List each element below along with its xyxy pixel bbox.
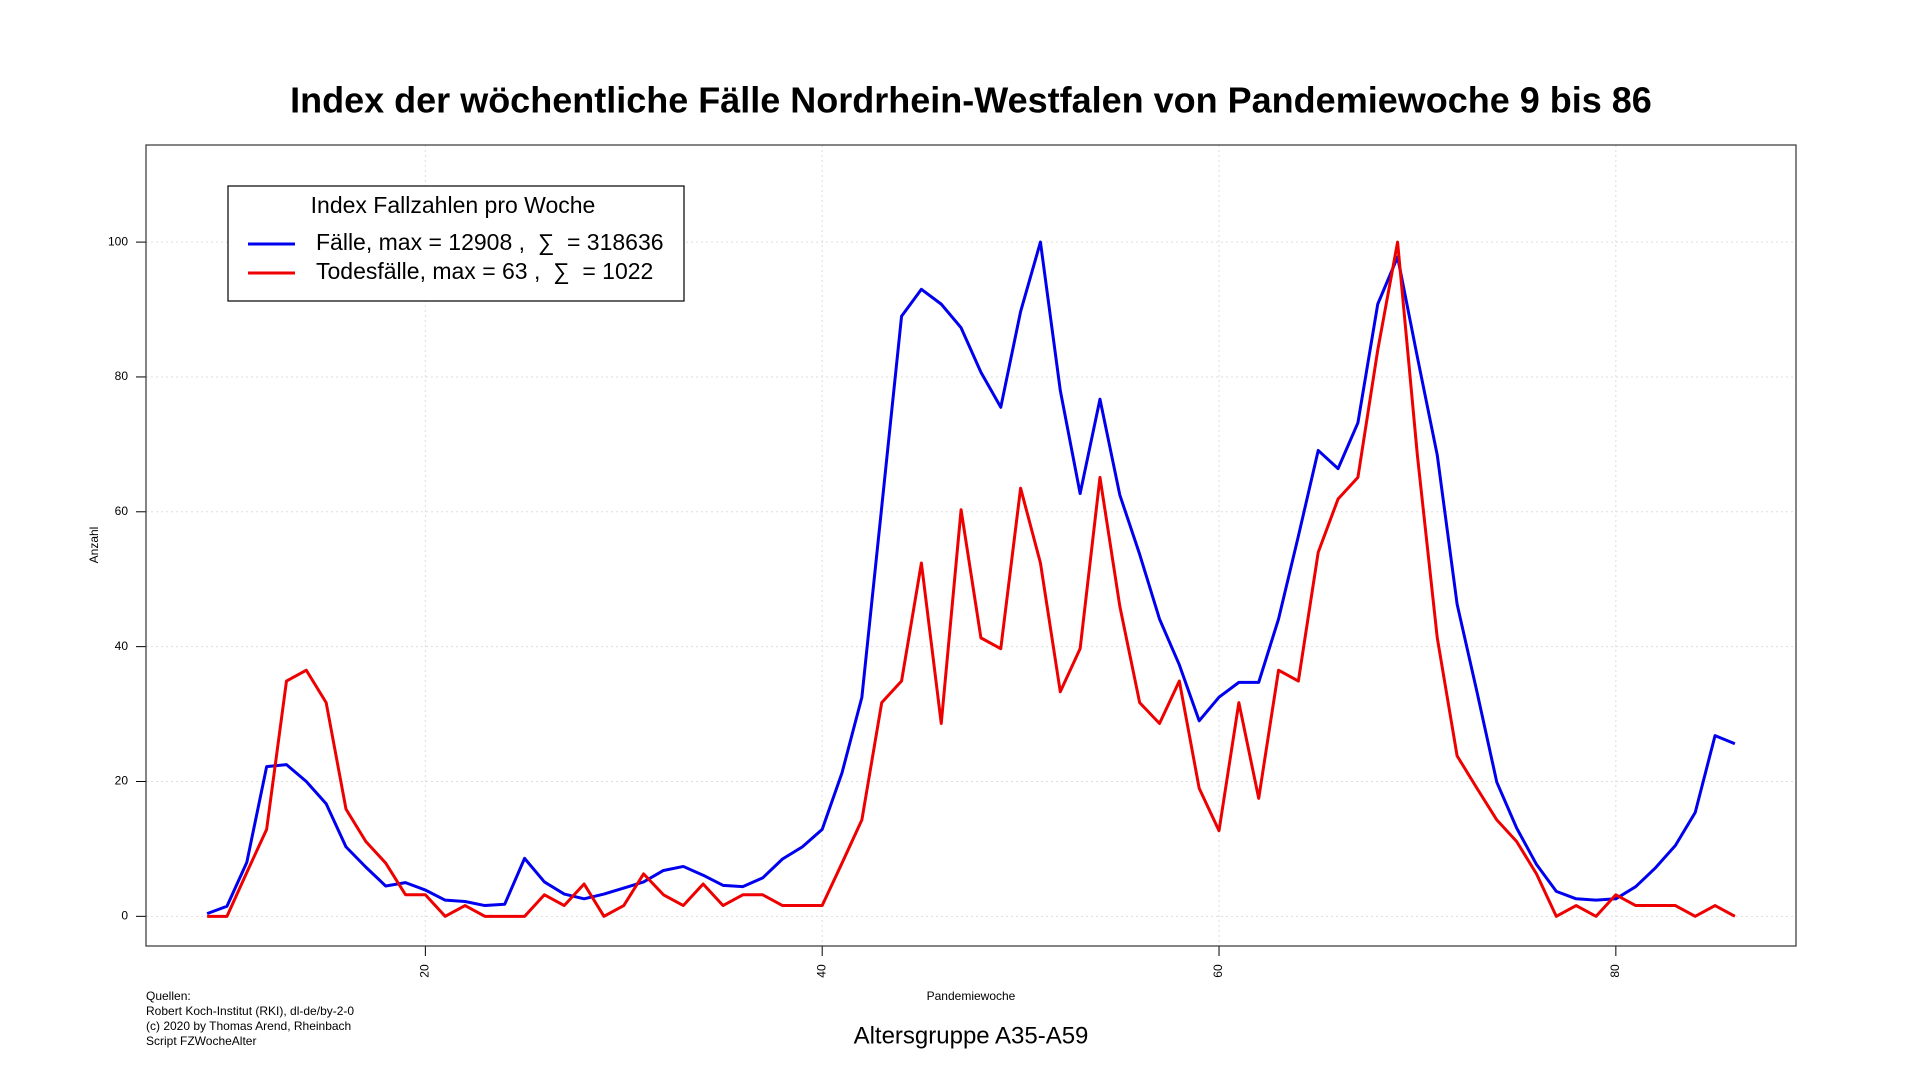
y-axis-label: Anzahl bbox=[87, 527, 101, 564]
chart-subtitle: Altersgruppe A35-A59 bbox=[854, 1022, 1089, 1049]
y-tick-label: 80 bbox=[115, 369, 129, 383]
plot-frame bbox=[145, 144, 1797, 947]
y-tick-label: 20 bbox=[115, 774, 129, 788]
chart-title: Index der wöchentliche Fälle Nordrhein-W… bbox=[290, 80, 1652, 121]
x-tick-label: 60 bbox=[1211, 964, 1225, 978]
legend-box bbox=[227, 185, 685, 302]
y-tick-label: 100 bbox=[108, 234, 128, 248]
x-tick-label: 20 bbox=[418, 964, 432, 978]
legend-label: Fälle, max = 12908 , ∑ = 318636 bbox=[316, 229, 664, 255]
y-tick-label: 40 bbox=[115, 639, 129, 653]
y-tick-label: 60 bbox=[115, 504, 129, 518]
legend-label: Todesfälle, max = 63 , ∑ = 1022 bbox=[316, 258, 653, 284]
source-note: Quellen: bbox=[146, 989, 191, 1003]
source-note: Script FZWocheAlter bbox=[146, 1034, 256, 1048]
x-tick-label: 40 bbox=[814, 964, 828, 978]
legend-title: Index Fallzahlen pro Woche bbox=[311, 192, 596, 218]
series-line bbox=[207, 240, 1736, 918]
x-axis-label: Pandemiewoche bbox=[927, 989, 1016, 1003]
source-note: (c) 2020 by Thomas Arend, Rheinbach bbox=[146, 1019, 351, 1033]
x-tick-label: 80 bbox=[1608, 964, 1622, 978]
source-note: Robert Koch-Institut (RKI), dl-de/by-2-0 bbox=[146, 1004, 354, 1018]
series-line bbox=[206, 240, 1736, 916]
y-tick-label: 0 bbox=[121, 909, 128, 923]
